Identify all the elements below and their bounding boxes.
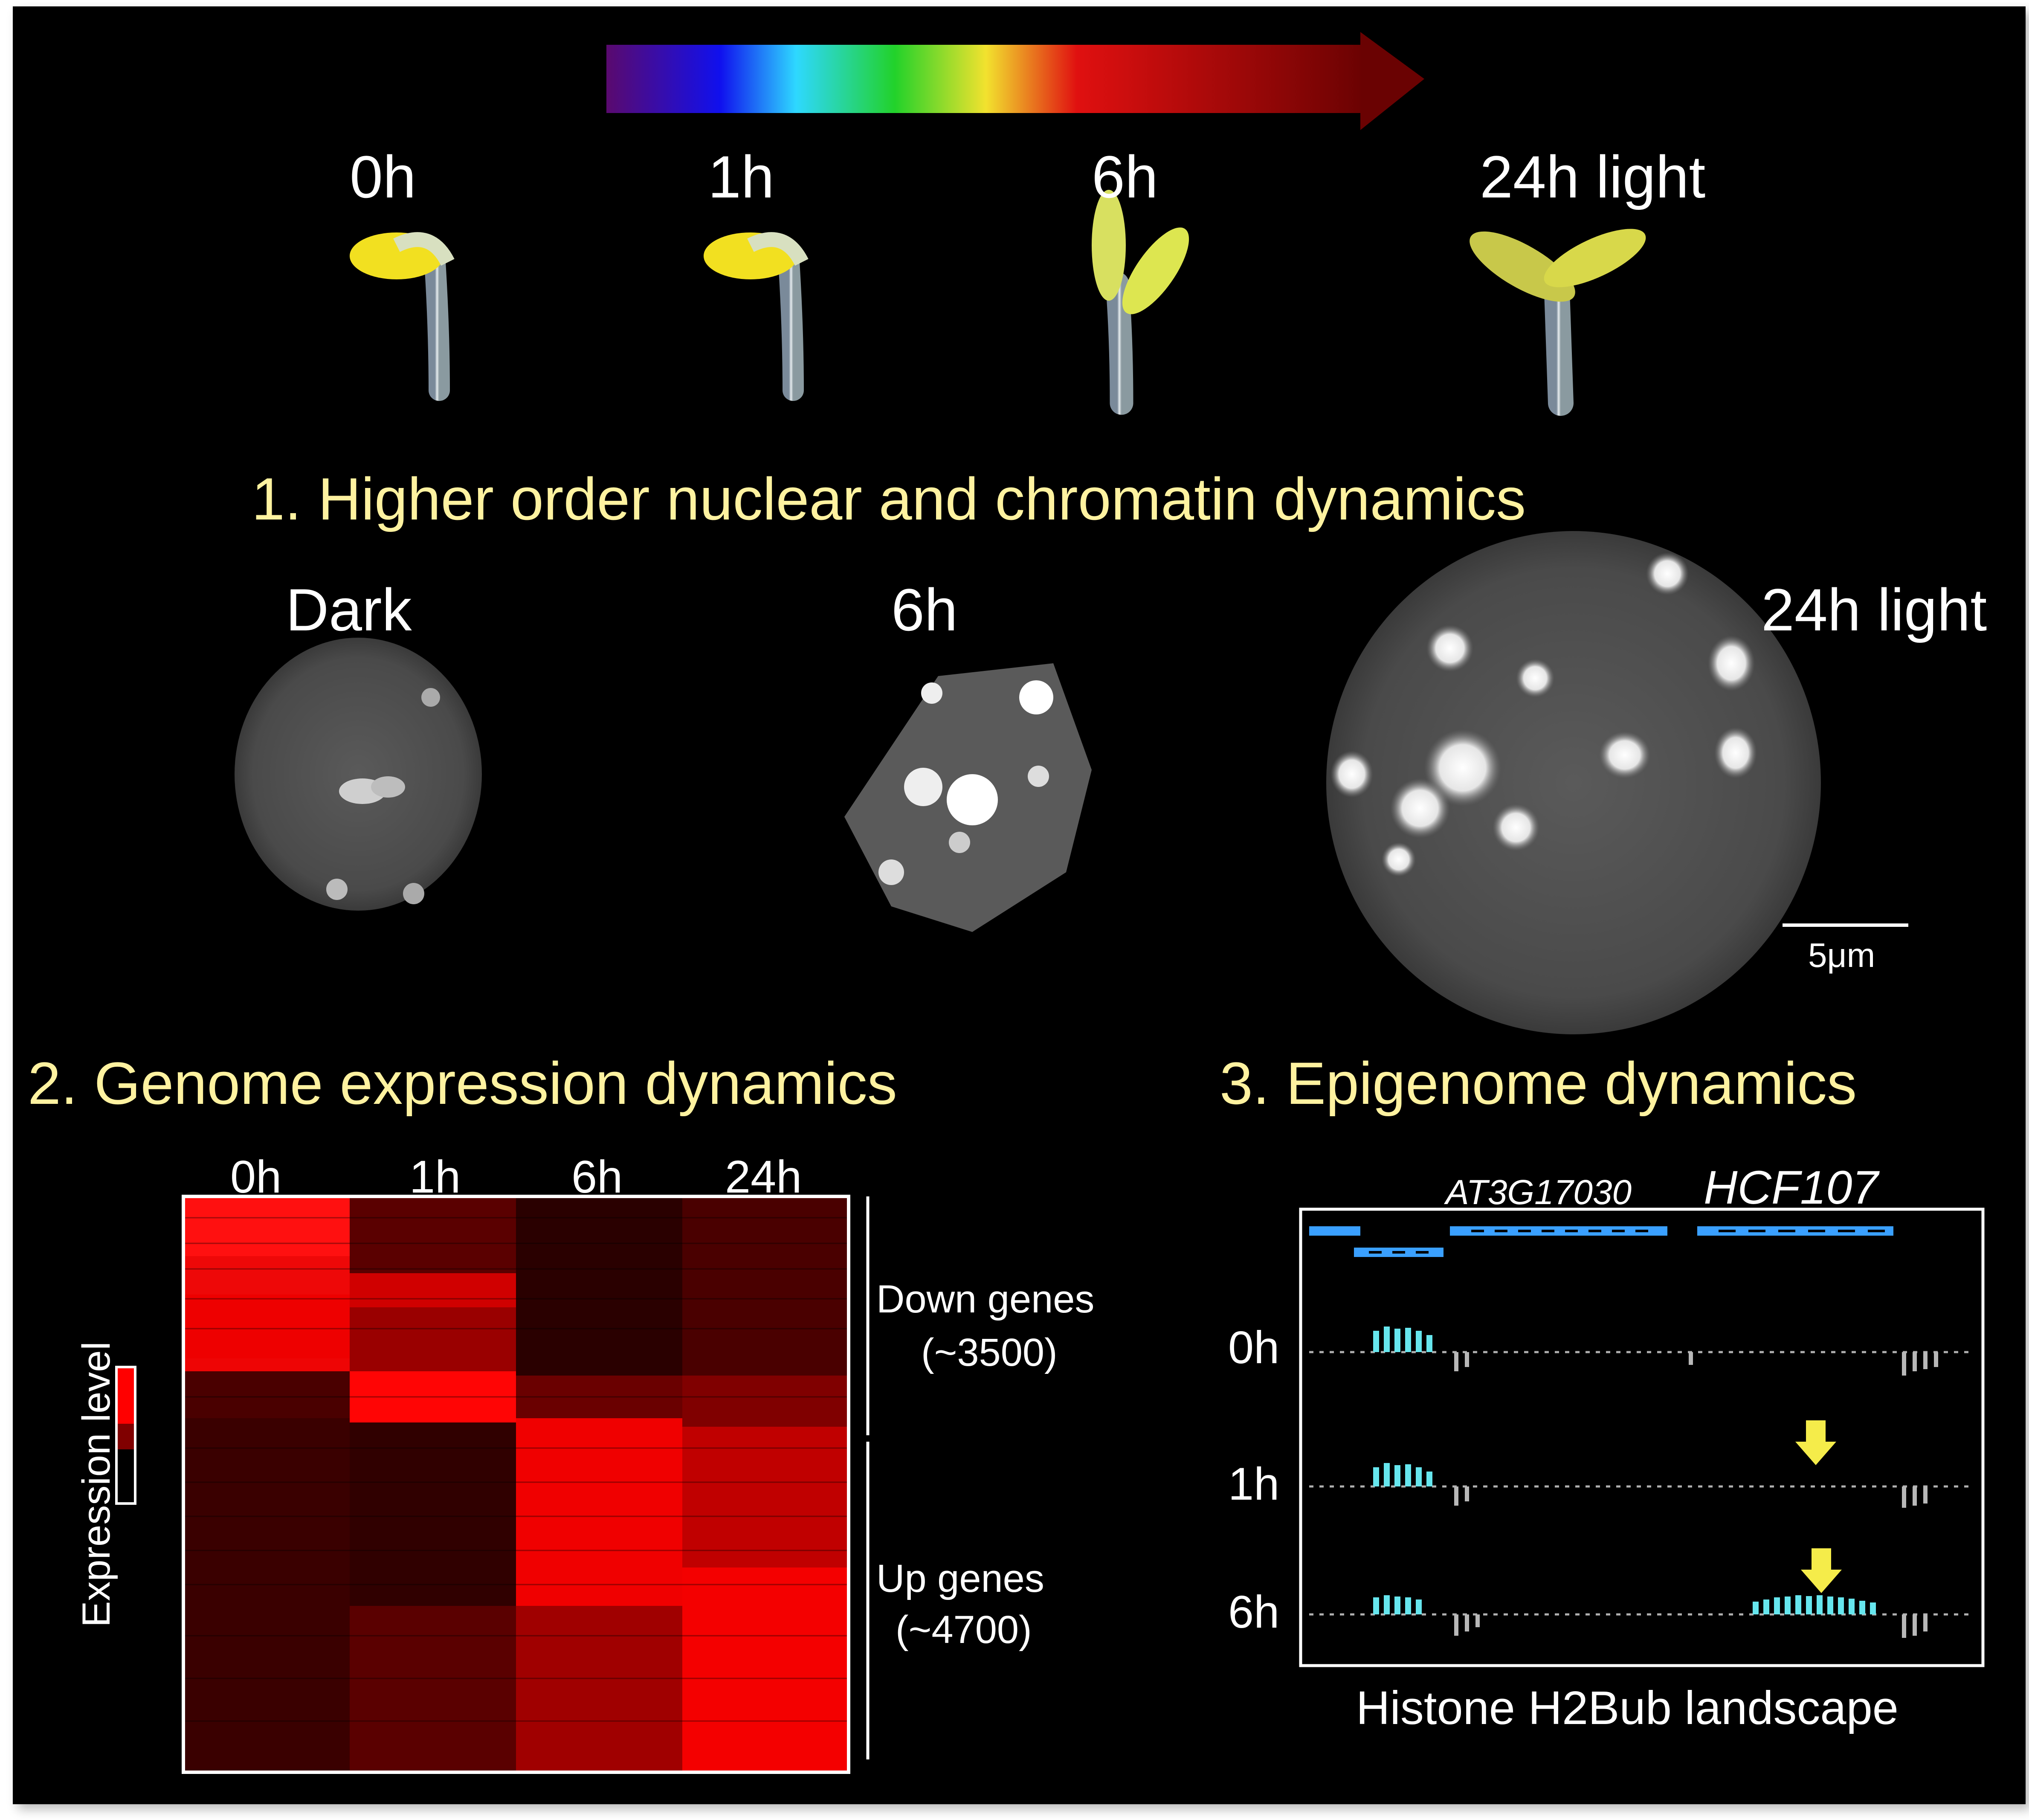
seedling-1h xyxy=(704,232,809,401)
expression-legend-bar xyxy=(115,1366,136,1505)
heatmap-col-24h: 24h xyxy=(725,1151,802,1202)
seedling-24h xyxy=(1470,229,1646,416)
down-genes-count: (~3500) xyxy=(921,1331,1058,1374)
up-genes-label: Up genes xyxy=(876,1557,1044,1600)
timeline-label-6h: 6h xyxy=(1092,143,1158,210)
section2-title: 2. Genome expression dynamics xyxy=(28,1050,897,1117)
gene-label-at3g17030: AT3G17030 xyxy=(1446,1173,1632,1212)
nucleus-label-dark: Dark xyxy=(286,576,412,643)
scale-bar-label: 5μm xyxy=(1808,936,1875,974)
section3-title: 3. Epigenome dynamics xyxy=(1220,1050,1857,1117)
legend-label: Expression level xyxy=(75,1341,118,1627)
timeline-label-24h: 24h light xyxy=(1480,143,1706,210)
nucleus-label-24h: 24h light xyxy=(1761,576,1987,643)
browser-caption: Histone H2Bub landscape xyxy=(1356,1682,1899,1734)
yellow-arrow-6h xyxy=(1801,1548,1842,1593)
seedling-6h xyxy=(1092,190,1189,415)
track-label-1h: 1h xyxy=(1228,1458,1280,1509)
figure-panel: 0h 1h 6h 24h light 1. Higher order nucle… xyxy=(13,6,2026,1804)
expression-heatmap xyxy=(182,1195,850,1774)
up-genes-count: (~4700) xyxy=(896,1608,1032,1652)
light-gradient-arrow xyxy=(606,32,1424,130)
timeline-label-0h: 0h xyxy=(350,143,416,210)
scale-bar xyxy=(1783,923,1908,927)
figure-graphics xyxy=(115,32,1985,1774)
seedling-0h xyxy=(350,232,455,401)
down-genes-label: Down genes xyxy=(876,1277,1095,1321)
heatmap-col-6h: 6h xyxy=(571,1151,623,1202)
gene-label-hcf107: HCF107 xyxy=(1704,1161,1878,1214)
nucleus-24h-light xyxy=(1326,531,1821,1034)
yellow-arrow-1h xyxy=(1795,1420,1836,1465)
heatmap-col-0h: 0h xyxy=(230,1151,282,1202)
track-label-0h: 0h xyxy=(1228,1321,1280,1373)
nucleus-dark xyxy=(235,638,482,911)
track-label-6h: 6h xyxy=(1228,1586,1280,1637)
heatmap-col-1h: 1h xyxy=(409,1151,461,1202)
section1-title: 1. Higher order nuclear and chromatin dy… xyxy=(252,465,1526,532)
genome-browser xyxy=(1299,1208,1985,1667)
nucleus-label-6h: 6h xyxy=(891,576,958,643)
nucleus-6h xyxy=(844,663,1092,932)
timeline-label-1h: 1h xyxy=(708,143,774,210)
